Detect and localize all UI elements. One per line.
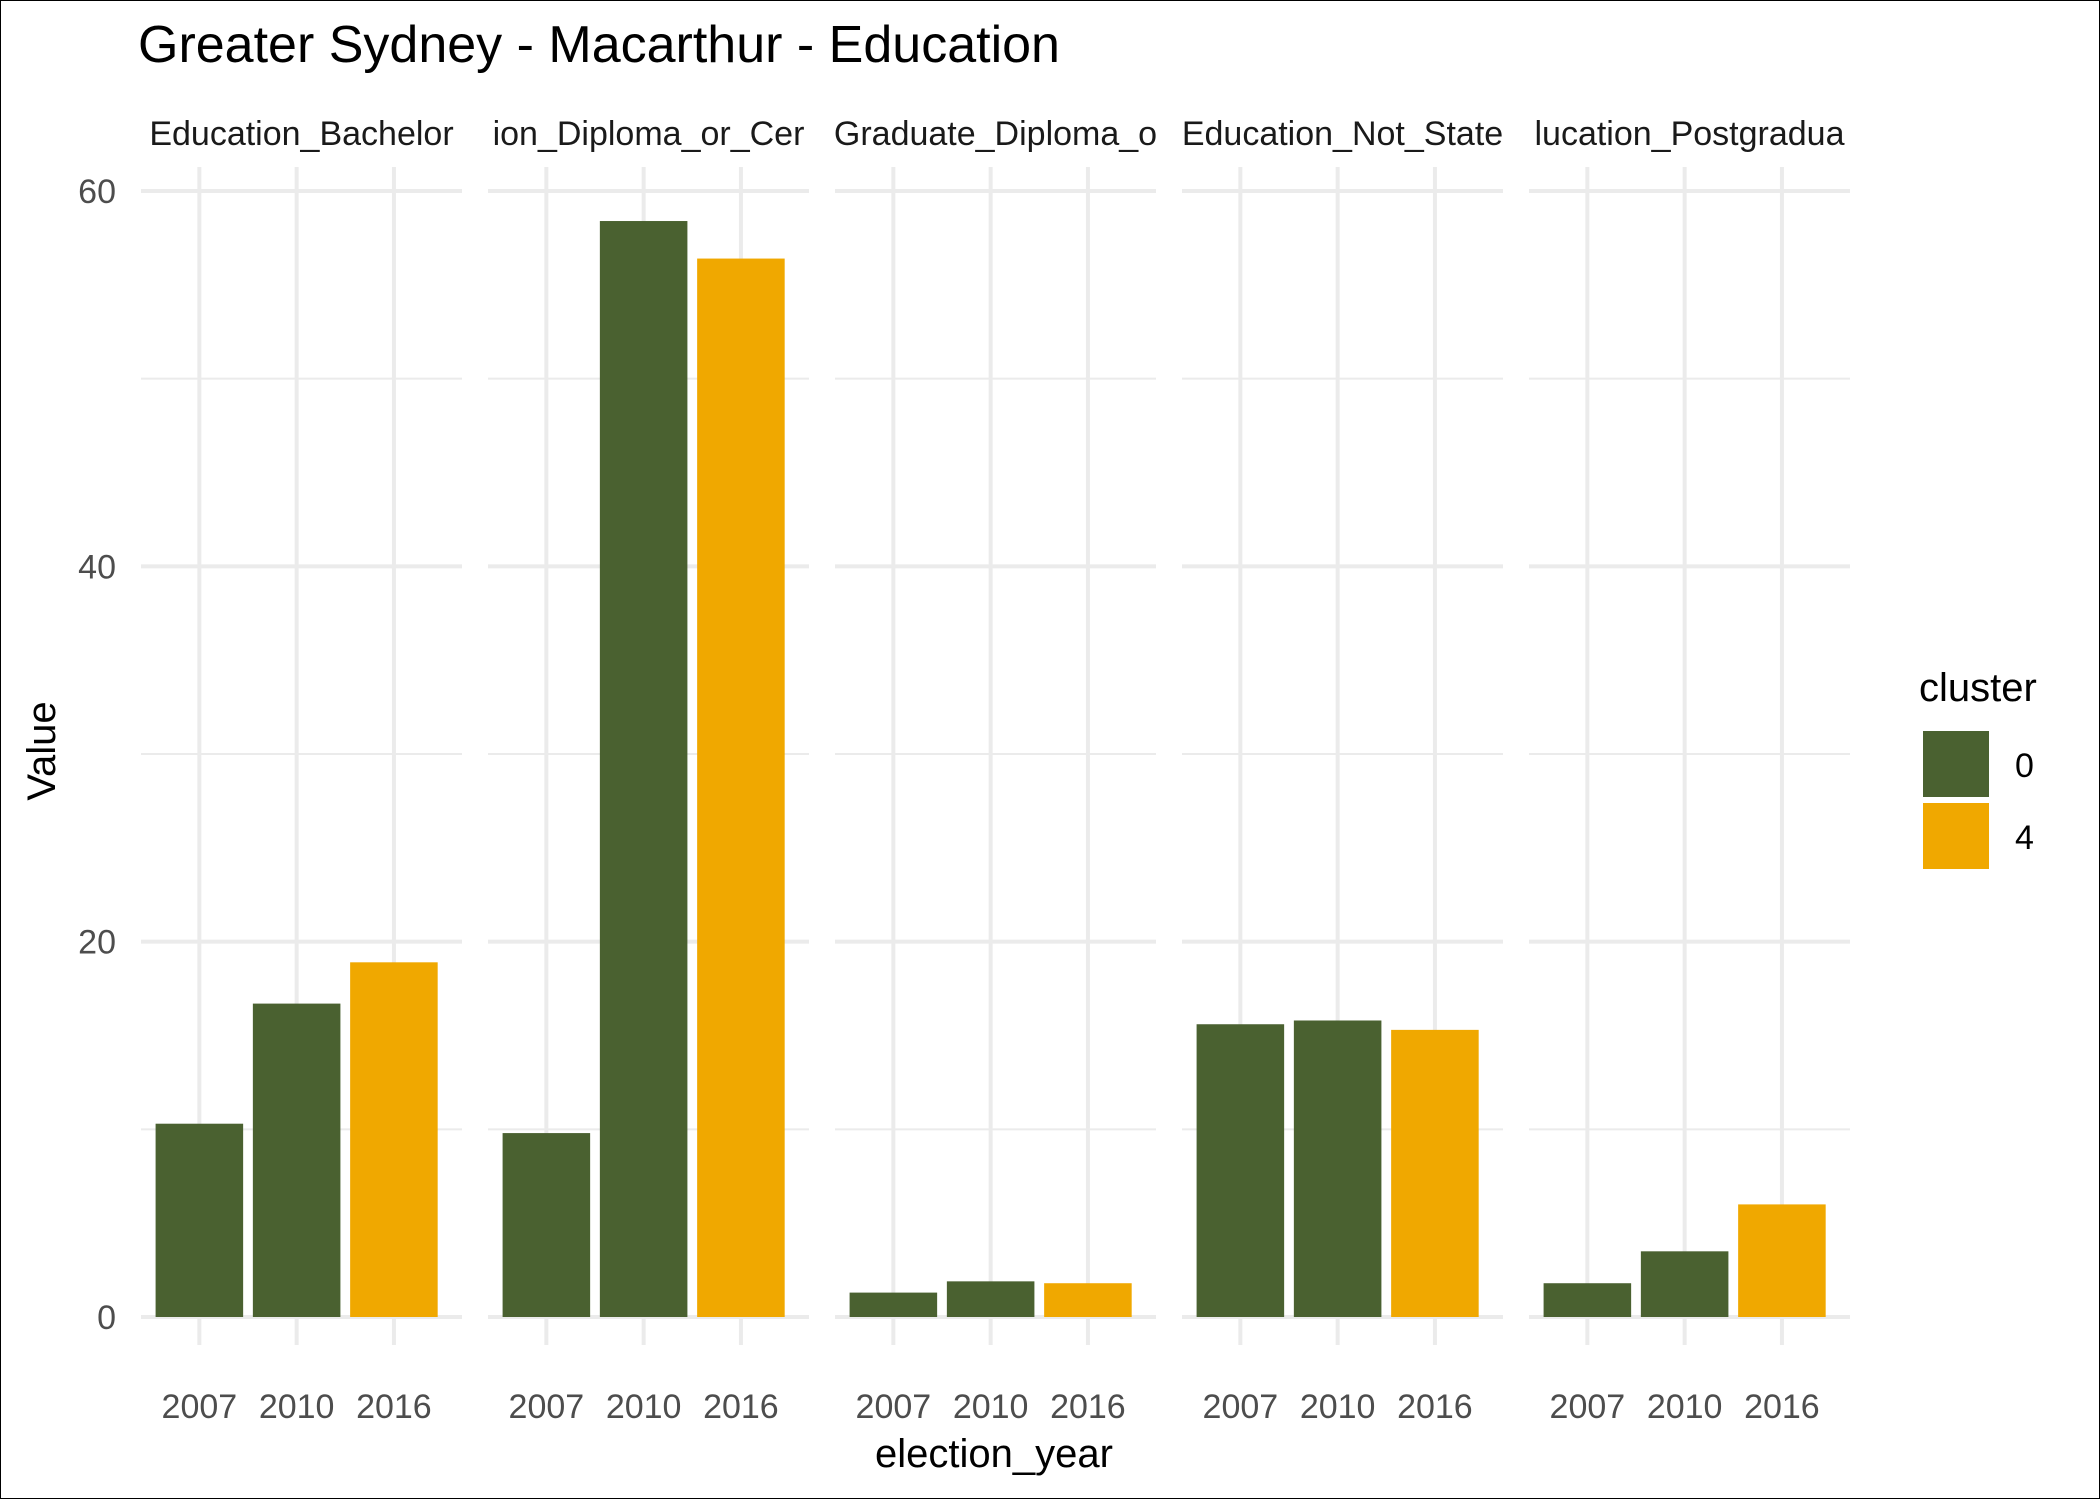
bar-lucation_Postgradua-2007 — [1543, 1283, 1632, 1317]
x-tick-label: 2010 — [1647, 1388, 1723, 1426]
legend-title: cluster — [1919, 666, 2037, 710]
x-tick-label: 2016 — [1050, 1388, 1126, 1426]
bars-layer — [155, 221, 1826, 1318]
y-tick-label: 60 — [78, 173, 116, 211]
bar-Education_Not_State-2010 — [1293, 1020, 1382, 1317]
x-tick-label: 2010 — [606, 1388, 682, 1426]
bar-lucation_Postgradua-2016 — [1738, 1204, 1826, 1317]
bar-Education_Not_State-2007 — [1196, 1024, 1285, 1317]
legend-label: 4 — [2015, 819, 2034, 857]
x-tick-label: 2007 — [856, 1388, 932, 1426]
x-tick-label: 2016 — [703, 1388, 779, 1426]
bar-Education_Bachelor-2007 — [155, 1123, 244, 1317]
x-tick-label: 2016 — [356, 1388, 432, 1426]
x-tick-label: 2016 — [1744, 1388, 1820, 1426]
y-tick-label: 20 — [78, 924, 116, 962]
x-tick-label: 2010 — [1300, 1388, 1376, 1426]
x-tick-label: 2007 — [162, 1388, 238, 1426]
x-tick-label: 2010 — [953, 1388, 1029, 1426]
bar-Graduate_Diploma_o-2016 — [1044, 1283, 1132, 1317]
facet-strip-label: Education_Not_State — [1182, 115, 1503, 153]
facet-strips: Education_Bachelor ion_Diploma_or_Cer Grad… — [149, 115, 1844, 153]
y-tick-label: 40 — [78, 548, 116, 586]
bar-Graduate_Diploma_o-2007 — [849, 1292, 938, 1317]
chart-title: Greater Sydney - Macarthur - Education — [138, 16, 1060, 74]
facet-strip-label: lucation_Postgradua — [1534, 115, 1844, 153]
x-tick-label: 2007 — [1550, 1388, 1626, 1426]
x-tick-label: 2010 — [259, 1388, 335, 1426]
bar-lucation_Postgradua-2010 — [1640, 1251, 1729, 1317]
bar-Education_Not_State-2016 — [1391, 1029, 1479, 1317]
legend-swatch-0 — [1923, 731, 1989, 797]
bar-Education_Bachelor-2016 — [350, 962, 438, 1317]
bar-ion_Diploma_or_Cer-2007 — [502, 1133, 591, 1317]
y-axis-ticks: 0 20 40 60 — [78, 173, 116, 1337]
x-axis-ticks: 2007 2010 2016 2007 2010 2016 2007 2010 2016 2007… — [162, 1388, 1820, 1426]
bar-Education_Bachelor-2010 — [252, 1003, 341, 1317]
legend: cluster 0 4 — [1919, 666, 2037, 869]
bar-Graduate_Diploma_o-2010 — [946, 1281, 1035, 1317]
facet-strip-label: Education_Bachelor — [149, 115, 453, 153]
bar-ion_Diploma_or_Cer-2016 — [697, 258, 785, 1317]
facet-strip-label: ion_Diploma_or_Cer — [493, 115, 805, 153]
bar-ion_Diploma_or_Cer-2010 — [599, 221, 688, 1318]
x-tick-label: 2007 — [1203, 1388, 1279, 1426]
legend-label: 0 — [2015, 747, 2034, 785]
x-tick-label: 2007 — [509, 1388, 585, 1426]
x-axis-title: election_year — [875, 1432, 1113, 1476]
x-tick-label: 2016 — [1397, 1388, 1473, 1426]
y-tick-label: 0 — [97, 1299, 116, 1337]
legend-swatch-4 — [1923, 803, 1989, 869]
y-axis-title: Value — [20, 701, 64, 800]
facet-strip-label: Graduate_Diploma_o — [834, 115, 1157, 153]
